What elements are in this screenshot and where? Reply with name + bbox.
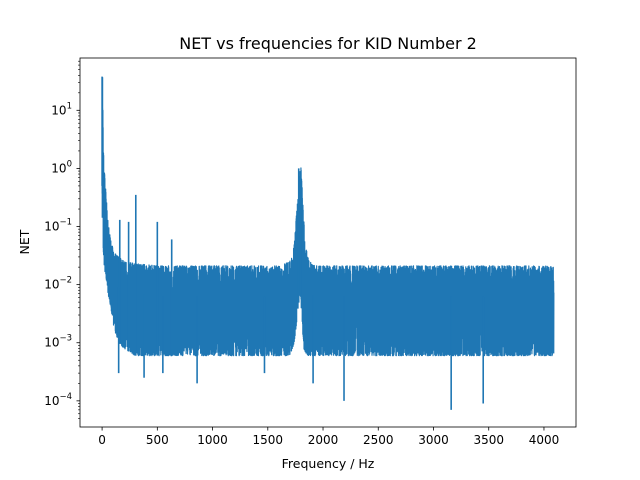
x-tick-label: 2000: [308, 433, 339, 447]
net-series-line: [101, 95, 555, 357]
x-tick-label: 3000: [418, 433, 449, 447]
x-tick-label: 3500: [473, 433, 504, 447]
x-tick-label: 1500: [253, 433, 284, 447]
x-tick-label: 0: [98, 433, 106, 447]
plot-area: [101, 76, 555, 410]
x-axis: 0 500 1000 1500 2000 2500 3000 3500 4000: [98, 427, 559, 447]
x-tick-label: 4000: [529, 433, 560, 447]
y-axis: 10−4 10−3 10−2 10−1 100 101: [44, 60, 80, 419]
plot-frame: [79, 57, 577, 428]
x-tick-label: 500: [146, 433, 169, 447]
y-tick-label: 100: [51, 159, 72, 175]
x-axis-label: Frequency / Hz: [282, 456, 375, 471]
x-tick-label: 2500: [363, 433, 394, 447]
y-tick-label: 10−3: [44, 334, 72, 350]
y-tick-label: 10−2: [44, 276, 72, 292]
y-tick-label: 10−4: [44, 392, 72, 408]
y-tick-label: 101: [51, 101, 72, 117]
x-tick-label: 1000: [197, 433, 228, 447]
y-tick-label: 10−1: [44, 218, 72, 234]
chart-title: NET vs frequencies for KID Number 2: [179, 34, 477, 53]
y-axis-label: NET: [17, 229, 32, 254]
